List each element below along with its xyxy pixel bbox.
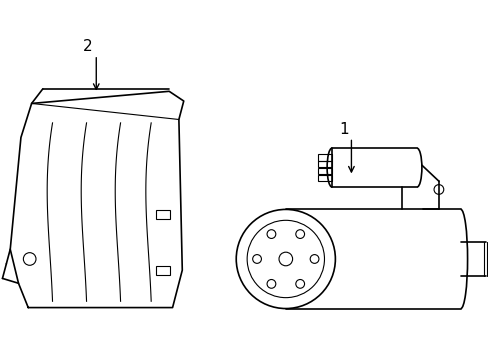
Bar xyxy=(156,210,169,219)
Bar xyxy=(156,266,169,275)
Bar xyxy=(318,175,331,181)
Text: 2: 2 xyxy=(83,39,93,54)
Bar xyxy=(318,154,331,161)
Bar xyxy=(318,161,331,167)
Bar xyxy=(318,168,331,174)
Text: 1: 1 xyxy=(339,122,348,137)
